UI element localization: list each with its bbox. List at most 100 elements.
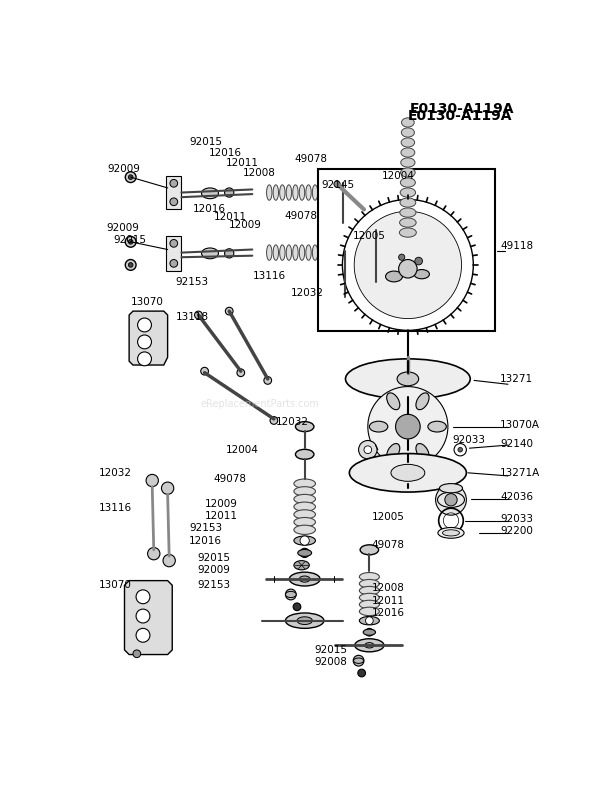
Circle shape bbox=[358, 669, 366, 677]
Ellipse shape bbox=[294, 560, 309, 570]
Polygon shape bbox=[129, 311, 168, 365]
Circle shape bbox=[136, 609, 150, 623]
Circle shape bbox=[136, 590, 150, 603]
Ellipse shape bbox=[400, 198, 416, 207]
Circle shape bbox=[162, 482, 174, 494]
Text: 92140: 92140 bbox=[500, 439, 533, 449]
Ellipse shape bbox=[298, 549, 312, 556]
Ellipse shape bbox=[202, 188, 218, 199]
Text: 92153: 92153 bbox=[189, 523, 222, 533]
Circle shape bbox=[458, 447, 463, 452]
Text: 92009: 92009 bbox=[197, 565, 230, 575]
Circle shape bbox=[137, 335, 152, 349]
Ellipse shape bbox=[360, 544, 379, 555]
Text: 12011: 12011 bbox=[214, 213, 247, 222]
Circle shape bbox=[353, 655, 364, 666]
Ellipse shape bbox=[363, 629, 375, 635]
Text: 92033: 92033 bbox=[500, 514, 533, 524]
Ellipse shape bbox=[273, 185, 278, 201]
Circle shape bbox=[163, 555, 175, 567]
Text: 13118: 13118 bbox=[175, 312, 208, 322]
Text: 12008: 12008 bbox=[243, 167, 276, 178]
Text: 92153: 92153 bbox=[175, 277, 208, 287]
Text: 12032: 12032 bbox=[276, 417, 309, 427]
Text: E0130-A119A: E0130-A119A bbox=[409, 103, 514, 116]
Ellipse shape bbox=[353, 658, 363, 663]
Ellipse shape bbox=[359, 600, 379, 609]
Text: 92015: 92015 bbox=[189, 137, 222, 146]
Ellipse shape bbox=[294, 486, 316, 496]
Text: 12004: 12004 bbox=[382, 171, 415, 181]
Circle shape bbox=[399, 259, 417, 278]
Ellipse shape bbox=[416, 443, 429, 460]
Ellipse shape bbox=[365, 642, 374, 648]
Circle shape bbox=[454, 443, 466, 456]
Ellipse shape bbox=[359, 616, 379, 625]
Ellipse shape bbox=[428, 421, 447, 432]
Text: 12016: 12016 bbox=[189, 536, 222, 545]
Ellipse shape bbox=[294, 509, 316, 519]
Ellipse shape bbox=[399, 218, 416, 227]
Ellipse shape bbox=[296, 449, 314, 459]
Ellipse shape bbox=[293, 245, 298, 260]
Ellipse shape bbox=[402, 118, 414, 127]
Ellipse shape bbox=[401, 168, 415, 178]
Circle shape bbox=[300, 536, 309, 545]
Ellipse shape bbox=[438, 528, 464, 538]
Ellipse shape bbox=[401, 158, 415, 167]
Ellipse shape bbox=[369, 421, 388, 432]
Circle shape bbox=[364, 446, 372, 454]
Circle shape bbox=[286, 589, 296, 600]
Text: 42036: 42036 bbox=[500, 493, 533, 502]
Circle shape bbox=[125, 172, 136, 182]
Ellipse shape bbox=[401, 148, 415, 157]
Text: 12032: 12032 bbox=[99, 468, 132, 478]
Text: E0130-A119A: E0130-A119A bbox=[408, 109, 513, 123]
Ellipse shape bbox=[355, 638, 384, 652]
Ellipse shape bbox=[401, 138, 415, 147]
Text: 13271A: 13271A bbox=[500, 468, 540, 478]
Ellipse shape bbox=[335, 174, 352, 183]
Ellipse shape bbox=[399, 228, 417, 237]
Ellipse shape bbox=[442, 530, 460, 536]
Circle shape bbox=[136, 628, 150, 642]
Circle shape bbox=[225, 248, 234, 258]
Text: 13271: 13271 bbox=[500, 374, 533, 384]
Circle shape bbox=[415, 257, 422, 265]
Text: 12011: 12011 bbox=[226, 158, 259, 168]
Text: 12005: 12005 bbox=[372, 513, 405, 522]
Ellipse shape bbox=[286, 185, 291, 201]
Ellipse shape bbox=[400, 188, 415, 197]
Ellipse shape bbox=[286, 613, 324, 628]
Ellipse shape bbox=[359, 587, 379, 595]
Ellipse shape bbox=[401, 128, 414, 137]
Bar bbox=[318, 170, 495, 331]
Text: 13070: 13070 bbox=[130, 297, 163, 307]
Text: 92009: 92009 bbox=[106, 223, 139, 233]
Ellipse shape bbox=[359, 572, 379, 581]
Text: 92033: 92033 bbox=[453, 435, 486, 446]
Ellipse shape bbox=[399, 466, 417, 479]
Circle shape bbox=[354, 211, 461, 318]
Polygon shape bbox=[124, 580, 172, 654]
Ellipse shape bbox=[319, 245, 324, 260]
Circle shape bbox=[293, 603, 301, 611]
Ellipse shape bbox=[335, 294, 355, 304]
Text: 12032: 12032 bbox=[291, 287, 324, 298]
Ellipse shape bbox=[400, 208, 416, 217]
Ellipse shape bbox=[386, 393, 400, 410]
Text: 12009: 12009 bbox=[230, 220, 262, 230]
Text: 12016: 12016 bbox=[193, 205, 226, 214]
Circle shape bbox=[195, 311, 202, 319]
Ellipse shape bbox=[280, 185, 285, 201]
Ellipse shape bbox=[414, 270, 430, 279]
Text: 49078: 49078 bbox=[284, 211, 317, 220]
Circle shape bbox=[225, 307, 233, 315]
Ellipse shape bbox=[299, 576, 310, 582]
Ellipse shape bbox=[336, 241, 354, 252]
Text: 12008: 12008 bbox=[372, 583, 405, 593]
Ellipse shape bbox=[286, 591, 296, 598]
Circle shape bbox=[264, 377, 271, 384]
Text: 49078: 49078 bbox=[214, 474, 247, 484]
Polygon shape bbox=[166, 176, 182, 209]
